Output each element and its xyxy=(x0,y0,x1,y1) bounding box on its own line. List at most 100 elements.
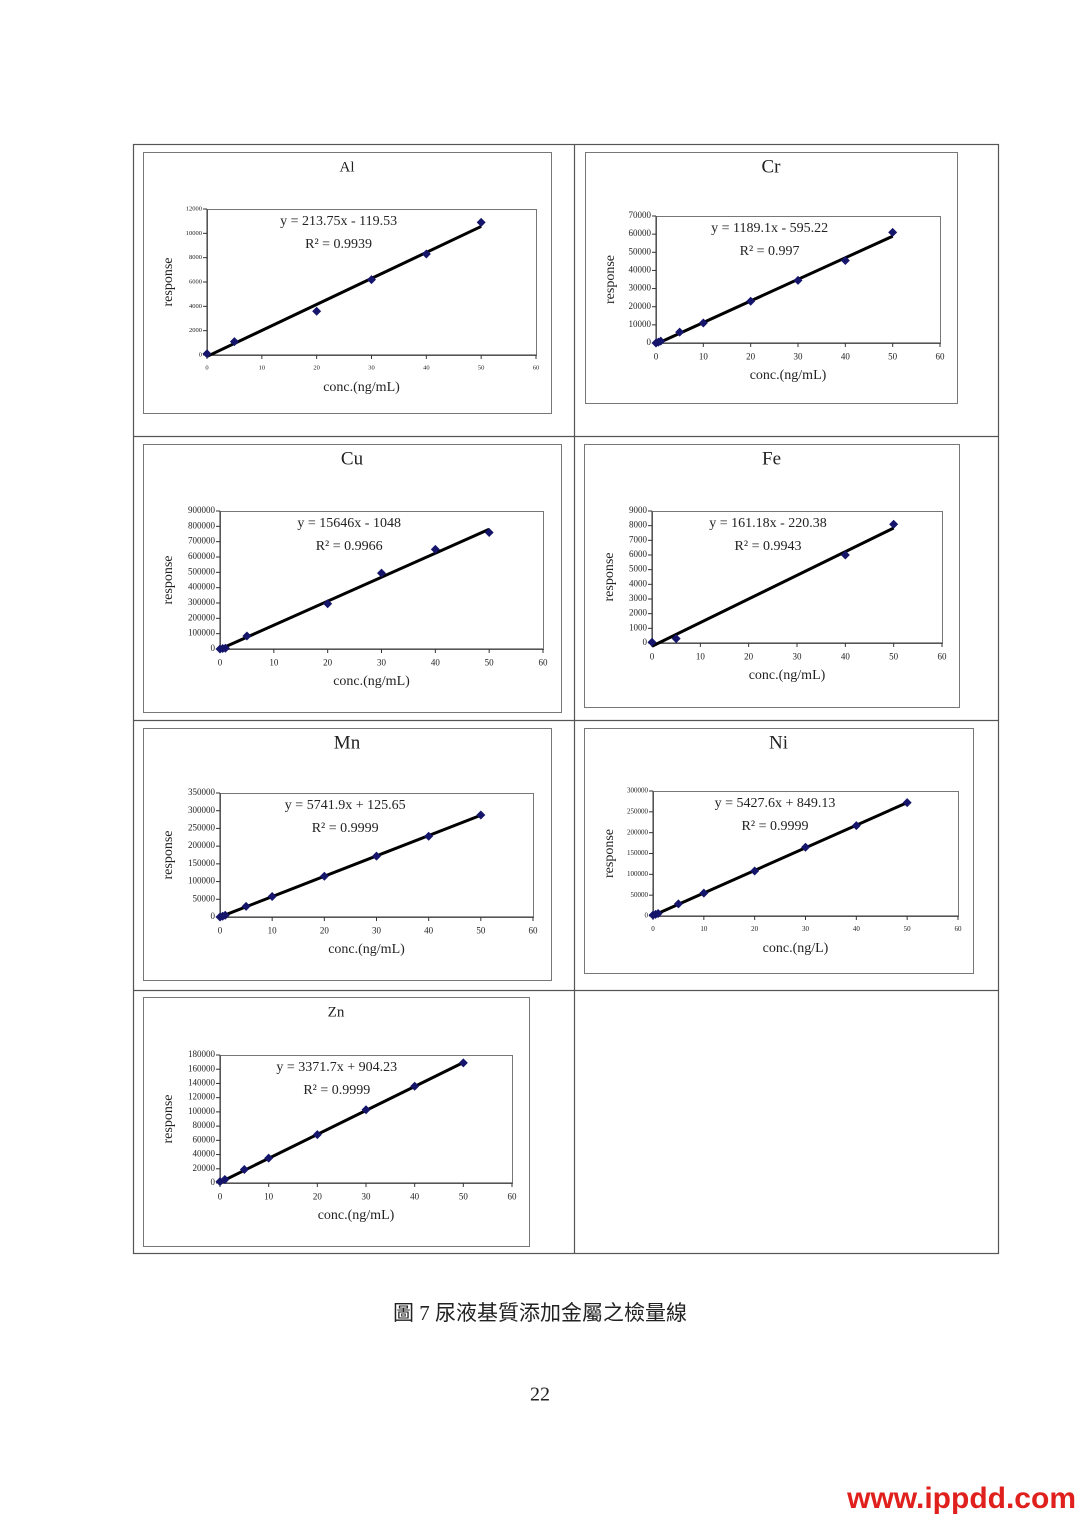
y-tick-label: 12000 xyxy=(186,205,202,212)
r-squared: R² = 0.997 xyxy=(740,244,800,259)
data-point xyxy=(430,544,440,554)
x-tick-label: 60 xyxy=(529,926,539,936)
data-point xyxy=(673,899,683,909)
y-tick-label: 9000 xyxy=(629,505,648,515)
data-point xyxy=(264,1153,274,1163)
x-axis-label: conc.(ng/mL) xyxy=(749,668,826,683)
x-tick-label: 0 xyxy=(218,658,223,668)
y-tick-label: 0 xyxy=(199,351,202,358)
trendline xyxy=(206,225,482,358)
y-tick-label: 0 xyxy=(647,337,652,347)
caption: 圖 7 尿液基質添加金屬之檢量線 xyxy=(393,1301,687,1325)
data-point xyxy=(267,891,277,901)
data-point xyxy=(889,519,899,529)
data-point xyxy=(372,851,381,861)
trendline xyxy=(219,527,490,651)
chart-frame xyxy=(584,728,974,974)
data-point xyxy=(458,1058,468,1068)
chart-title: Mn xyxy=(334,732,361,753)
y-tick-label: 800000 xyxy=(188,520,216,530)
x-tick-label: 60 xyxy=(508,1192,518,1202)
data-point xyxy=(242,631,252,641)
chart-title: Ni xyxy=(769,732,788,753)
y-tick-label: 1000 xyxy=(629,622,648,632)
data-point xyxy=(220,910,230,920)
trendline xyxy=(655,234,894,346)
y-tick-label: 150000 xyxy=(188,858,216,868)
data-point xyxy=(202,349,212,359)
y-tick-label: 40000 xyxy=(629,264,652,274)
figure-table xyxy=(132,143,1000,1255)
x-tick-label: 10 xyxy=(268,926,278,936)
y-tick-label: 200000 xyxy=(188,840,216,850)
x-tick-label: 30 xyxy=(372,926,382,936)
r-squared: R² = 0.9966 xyxy=(316,539,383,554)
x-tick-label: 10 xyxy=(700,925,708,933)
y-tick-label: 7000 xyxy=(629,534,648,544)
y-tick-label: 200000 xyxy=(627,828,649,836)
x-tick-label: 10 xyxy=(696,652,706,662)
chart-title: Zn xyxy=(328,1004,345,1020)
x-tick-label: 30 xyxy=(794,352,804,362)
y-tick-label: 120000 xyxy=(188,1092,216,1102)
data-point xyxy=(377,568,386,578)
y-tick-label: 8000 xyxy=(189,254,202,261)
x-tick-label: 50 xyxy=(889,652,899,662)
x-tick-label: 20 xyxy=(746,352,756,362)
trendline xyxy=(652,801,908,918)
page-number: 22 xyxy=(530,1384,550,1406)
x-tick-label: 20 xyxy=(313,365,320,372)
y-tick-label: 60000 xyxy=(629,228,652,238)
x-tick-label: 60 xyxy=(533,365,540,372)
y-tick-label: 100000 xyxy=(188,628,216,638)
y-tick-label: 0 xyxy=(211,911,216,921)
y-axis-label: response xyxy=(161,831,176,880)
equation: y = 5741.9x + 125.65 xyxy=(285,798,406,813)
equation: y = 213.75x - 119.53 xyxy=(280,214,397,229)
data-point xyxy=(312,306,322,316)
x-tick-label: 40 xyxy=(841,352,851,362)
trendline xyxy=(219,1061,464,1184)
x-axis-label: conc.(ng/L) xyxy=(763,941,829,956)
chart-frame xyxy=(143,728,552,981)
y-tick-label: 8000 xyxy=(629,520,648,530)
x-tick-label: 50 xyxy=(904,925,912,933)
data-point xyxy=(220,1174,230,1184)
x-tick-label: 40 xyxy=(423,365,430,372)
chart-frame xyxy=(143,444,562,713)
y-tick-label: 3000 xyxy=(629,593,648,603)
y-tick-label: 0 xyxy=(643,637,648,647)
y-axis-label: response xyxy=(161,258,176,307)
data-point xyxy=(424,831,434,841)
y-tick-label: 0 xyxy=(645,912,649,920)
data-point xyxy=(361,1105,371,1115)
x-tick-label: 10 xyxy=(699,352,709,362)
x-tick-label: 60 xyxy=(936,352,946,362)
data-point xyxy=(647,637,657,647)
y-tick-label: 100000 xyxy=(627,870,649,878)
data-point xyxy=(750,866,760,876)
data-point xyxy=(410,1081,420,1091)
data-point xyxy=(220,643,230,653)
r-squared: R² = 0.9999 xyxy=(312,821,379,836)
y-tick-label: 350000 xyxy=(188,787,216,797)
data-point xyxy=(229,337,239,347)
table-border xyxy=(132,143,1000,1255)
y-axis-label: response xyxy=(602,553,617,602)
y-tick-label: 0 xyxy=(211,643,216,653)
y-axis-label: response xyxy=(603,255,618,304)
y-tick-label: 600000 xyxy=(188,551,216,561)
data-point xyxy=(699,888,709,898)
r-squared: R² = 0.9999 xyxy=(303,1083,370,1098)
chart-frame xyxy=(143,997,530,1247)
y-tick-label: 700000 xyxy=(188,536,216,546)
x-tick-label: 50 xyxy=(478,365,485,372)
x-tick-label: 20 xyxy=(320,926,330,936)
trendline xyxy=(219,813,482,919)
x-tick-label: 10 xyxy=(264,1192,274,1202)
y-tick-label: 40000 xyxy=(193,1149,216,1159)
data-point xyxy=(653,909,663,918)
y-tick-label: 500000 xyxy=(188,566,216,576)
